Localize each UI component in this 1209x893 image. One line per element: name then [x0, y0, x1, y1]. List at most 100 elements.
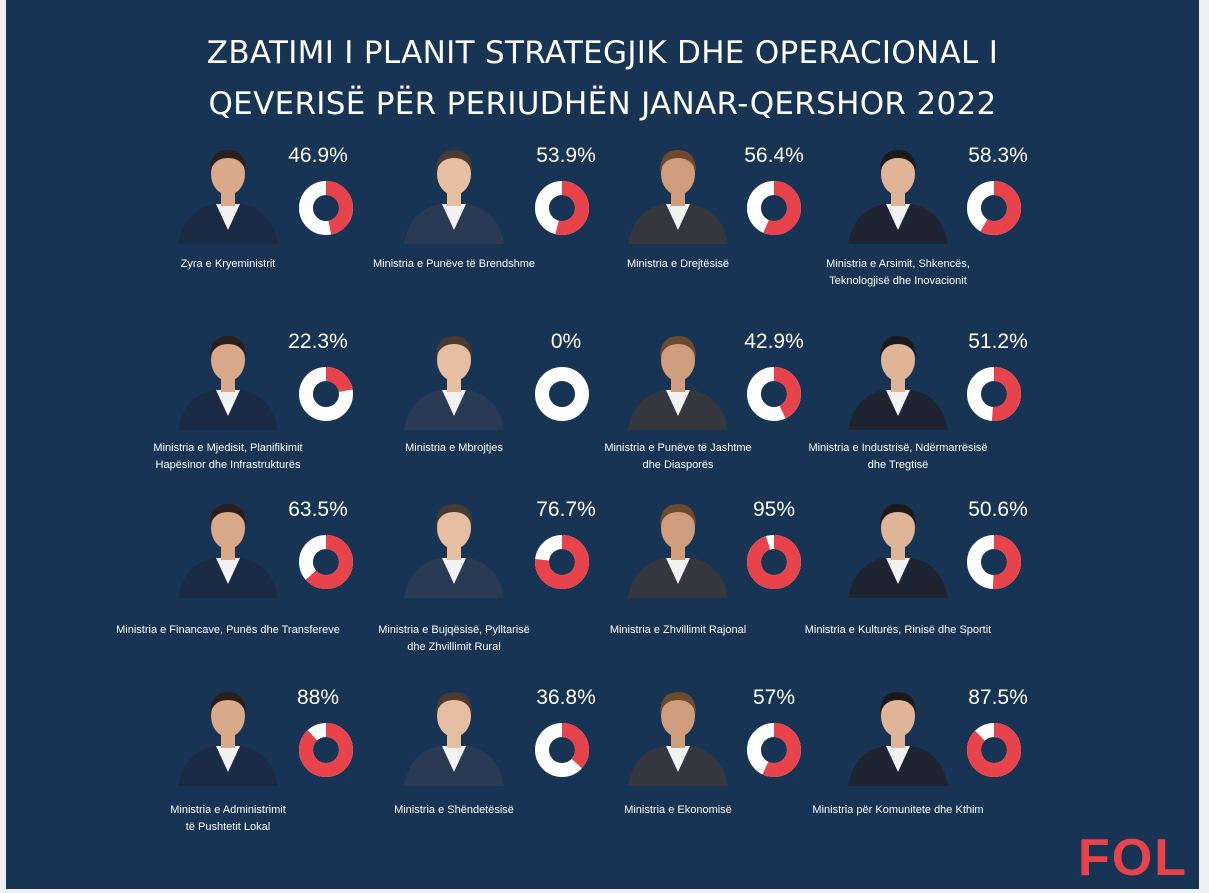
completion-donut — [964, 178, 1024, 238]
ministry-name-line: Ministria për Komunitete dhe Kthim — [812, 804, 984, 816]
minister-photo — [176, 320, 280, 430]
completion-donut — [296, 364, 356, 424]
donut-completed-arc — [535, 181, 589, 235]
ministry-name-line: Ministria e Drejtësisë — [626, 258, 730, 270]
portrait-illustration — [848, 336, 948, 430]
ministry-name: Ministria e Financave, Punës dhe Transfe… — [88, 622, 368, 639]
percentage-label: 87.5% — [968, 686, 1028, 709]
completion-donut — [744, 720, 804, 780]
ministry-name-line: Ministria e Punëve të Jashtme — [604, 442, 752, 454]
portrait-illustration — [628, 150, 728, 244]
ministry-name-line: Teknologjisë dhe Inovacionit — [829, 275, 967, 287]
completion-donut — [744, 532, 804, 592]
ministry-name: Ministria e Punëve të Jashtme dhe Diaspor… — [538, 440, 818, 474]
donut-completed-arc — [299, 367, 353, 421]
donut-completed-arc — [967, 723, 1021, 777]
percentage-label: 76.7% — [536, 498, 596, 521]
percentage-label: 95% — [752, 498, 796, 521]
ministry-name: Ministria e Zhvillimit Rajonal — [538, 622, 818, 639]
ministry-name: Ministria e Kulturës, Rinisë dhe Sportit — [758, 622, 1038, 639]
ministry-name: Ministria e Ekonomisë — [538, 802, 818, 819]
portrait-illustration — [404, 336, 504, 430]
ministry-name-line: Ministria e Zhvillimit Rajonal — [609, 624, 747, 636]
donut-completed-arc — [967, 181, 1021, 235]
ministry-name: Ministria e Shëndetësisë — [314, 802, 594, 819]
completion-donut — [964, 532, 1024, 592]
ministry-name: Ministria e Punëve të Brendshme — [314, 256, 594, 273]
ministry-name: Ministria për Komunitete dhe Kthim — [758, 802, 1038, 819]
ministry-name-line: dhe Zhvillimit Rural — [407, 641, 501, 653]
ministry-name-line: Zyra e Kryeministrit — [180, 258, 276, 270]
minister-photo — [176, 488, 280, 598]
ministry-name: Ministria e Bujqësisë, Pylltarisë dhe Zhv… — [314, 622, 594, 656]
page-title: ZBATIMI I PLANIT STRATEGJIK DHE OPERACIO… — [6, 28, 1199, 130]
ministry-name: Ministria e Administrimit të Pushtetit Lo… — [88, 802, 368, 836]
minister-photo — [402, 134, 506, 244]
completion-donut — [744, 178, 804, 238]
completion-donut — [532, 364, 592, 424]
donut-completed-arc — [747, 181, 801, 235]
minister-photo — [626, 488, 730, 598]
minister-photo — [626, 134, 730, 244]
minister-photo — [626, 320, 730, 430]
ministry-name-line: Ministria e Ekonomisë — [624, 804, 732, 816]
minister-photo — [402, 676, 506, 786]
donut-completed-arc — [535, 535, 589, 589]
donut-completed-arc — [967, 535, 1021, 589]
donut-completed-arc — [967, 367, 1021, 421]
percentage-label: 51.2% — [968, 330, 1028, 353]
ministry-name-line: Ministria e Financave, Punës dhe Transfe… — [116, 624, 340, 636]
portrait-illustration — [404, 692, 504, 786]
ministry-name-line: Ministria e Bujqësisë, Pylltarisë — [378, 624, 530, 636]
percentage-label: 36.8% — [536, 686, 596, 709]
percentage-label: 46.9% — [288, 144, 348, 167]
ministry-name-line: Ministria e Mbrojtjes — [405, 442, 503, 454]
fol-logo-text: FOL — [1078, 829, 1188, 885]
ministry-name-line: Ministria e Arsimit, Shkencës, — [826, 258, 970, 270]
minister-photo — [846, 676, 950, 786]
portrait-illustration — [178, 504, 278, 598]
portrait-illustration — [628, 336, 728, 430]
ministry-name: Ministria e Mbrojtjes — [314, 440, 594, 457]
percentage-label: 56.4% — [744, 144, 804, 167]
donut-remaining-ring — [535, 367, 589, 421]
donut-completed-arc — [747, 535, 801, 589]
completion-donut — [532, 720, 592, 780]
portrait-illustration — [848, 692, 948, 786]
minister-photo — [846, 488, 950, 598]
fol-logo: FOL — [1078, 829, 1188, 885]
completion-donut — [532, 178, 592, 238]
donut-completed-arc — [299, 723, 353, 777]
percentage-label: 22.3% — [288, 330, 348, 353]
ministry-name-line: Ministria e Shëndetësisë — [394, 804, 514, 816]
ministry-name: Ministria e Arsimit, Shkencës, Teknologji… — [758, 256, 1038, 290]
minister-photo — [176, 134, 280, 244]
portrait-illustration — [178, 150, 278, 244]
ministry-name: Ministria e Mjedisit, Planifikimit Hapësi… — [88, 440, 368, 474]
percentage-label: 57% — [752, 686, 796, 709]
ministry-name-line: Ministria e Industrisë, Ndërmarrësisë — [808, 442, 988, 454]
portrait-illustration — [404, 150, 504, 244]
ministry-name-line: dhe Tregtisë — [867, 459, 929, 471]
portrait-illustration — [178, 692, 278, 786]
minister-photo — [176, 676, 280, 786]
portrait-illustration — [628, 504, 728, 598]
portrait-illustration — [848, 150, 948, 244]
donut-completed-arc — [747, 723, 801, 777]
ministry-name-line: Ministria e Administrimit — [170, 804, 286, 816]
portrait-illustration — [628, 692, 728, 786]
ministry-name: Zyra e Kryeministrit — [88, 256, 368, 273]
completion-donut — [744, 364, 804, 424]
donut-completed-arc — [747, 367, 801, 421]
minister-photo — [402, 320, 506, 430]
title-line-1: ZBATIMI I PLANIT STRATEGJIK DHE OPERACIO… — [206, 35, 999, 71]
percentage-label: 50.6% — [968, 498, 1028, 521]
donut-completed-arc — [299, 181, 353, 235]
infographic-frame: ZBATIMI I PLANIT STRATEGJIK DHE OPERACIO… — [6, 0, 1199, 889]
minister-photo — [846, 320, 950, 430]
ministry-name-line: të Pushtetit Lokal — [185, 821, 271, 833]
portrait-illustration — [404, 504, 504, 598]
ministry-name: Ministria e Drejtësisë — [538, 256, 818, 273]
percentage-label: 88% — [296, 686, 340, 709]
donut-completed-arc — [535, 723, 589, 777]
